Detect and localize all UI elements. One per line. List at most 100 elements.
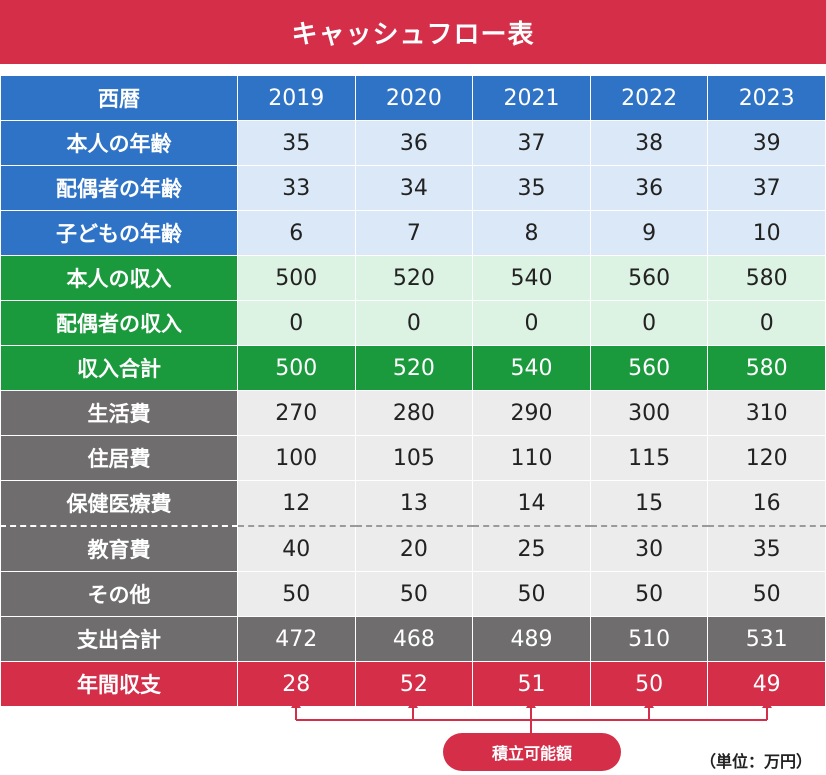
table-cell: 300	[589, 390, 709, 436]
arrow-head-icon	[408, 700, 418, 708]
table-cell: 580	[707, 255, 826, 301]
header-label: 西暦	[0, 75, 238, 121]
table-row: 本人の年齢 35 36 37 38 39	[0, 120, 826, 166]
table-cell: 49	[707, 661, 826, 707]
table-row: 住居費 100 105 110 115 120	[0, 435, 826, 481]
row-label: 住居費	[0, 435, 238, 481]
table-cell: 30	[589, 525, 709, 572]
table-cell: 50	[354, 571, 474, 617]
table-cell: 50	[589, 571, 709, 617]
table-cell: 35	[237, 120, 356, 166]
unit-note: （単位：万円）	[699, 752, 812, 771]
table-cell: 540	[472, 345, 591, 391]
page-title: キャッシュフロー表	[0, 0, 826, 64]
table-cell: 280	[354, 390, 474, 436]
table-cell: 120	[707, 435, 826, 481]
year-header: 2022	[589, 75, 709, 121]
table-cell: 500	[237, 345, 356, 391]
table-cell: 36	[354, 120, 474, 166]
row-label: 保健医療費	[0, 480, 238, 527]
table-row: 生活費 270 280 290 300 310	[0, 390, 826, 436]
row-label: その他	[0, 571, 238, 617]
row-label: 子どもの年齢	[0, 210, 238, 256]
table-row: 子どもの年齢 6 7 8 9 10	[0, 210, 826, 256]
table-cell: 13	[354, 480, 474, 527]
table-cell: 35	[707, 525, 826, 572]
arrow-head-icon	[644, 700, 654, 708]
row-label: 支出合計	[0, 616, 238, 662]
table-cell: 10	[707, 210, 826, 256]
savings-arrows	[291, 700, 772, 735]
table-row: 保健医療費 12 13 14 15 16	[0, 480, 826, 527]
table-cell: 20	[354, 525, 474, 572]
table-cell: 110	[472, 435, 591, 481]
table-cell: 50	[707, 571, 826, 617]
table-cell: 8	[472, 210, 591, 256]
table-cell: 50	[472, 571, 591, 617]
row-label: 本人の年齢	[0, 120, 238, 166]
table-cell: 34	[354, 165, 474, 211]
table-cell: 531	[707, 616, 826, 662]
table-cell: 40	[237, 525, 356, 572]
table-cell: 310	[707, 390, 826, 436]
cashflow-table: 西暦 2019 2020 2021 2022 2023 本人の年齢 35 36 …	[0, 75, 826, 707]
table-cell: 270	[237, 390, 356, 436]
table-cell: 520	[354, 255, 474, 301]
table-cell: 14	[472, 480, 591, 527]
table-cell: 520	[354, 345, 474, 391]
table-cell: 0	[707, 300, 826, 346]
table-cell: 0	[472, 300, 591, 346]
row-label: 生活費	[0, 390, 238, 436]
table-cell: 12	[237, 480, 356, 527]
table-cell: 25	[472, 525, 591, 572]
savings-label: 積立可能額	[443, 733, 621, 771]
table-row: 教育費 40 20 25 30 35	[0, 525, 826, 572]
table-cell: 500	[237, 255, 356, 301]
year-header: 2019	[237, 75, 356, 121]
table-cell: 33	[237, 165, 356, 211]
table-cell: 0	[237, 300, 356, 346]
table-cell: 115	[589, 435, 709, 481]
table-cell: 35	[472, 165, 591, 211]
table-cell: 50	[237, 571, 356, 617]
table-cell: 560	[589, 345, 709, 391]
table-cell: 38	[589, 120, 709, 166]
table-cell: 472	[237, 616, 356, 662]
table-cell: 6	[237, 210, 356, 256]
row-label: 本人の収入	[0, 255, 238, 301]
table-row: その他 50 50 50 50 50	[0, 571, 826, 617]
year-header: 2021	[472, 75, 591, 121]
table-row: 本人の収入 500 520 540 560 580	[0, 255, 826, 301]
table-header-row: 西暦 2019 2020 2021 2022 2023	[0, 75, 826, 121]
table-row: 配偶者の年齢 33 34 35 36 37	[0, 165, 826, 211]
arrow-head-icon	[526, 700, 536, 708]
table-cell: 0	[354, 300, 474, 346]
table-cell: 15	[589, 480, 709, 527]
table-cell: 36	[589, 165, 709, 211]
table-cell: 510	[589, 616, 709, 662]
year-header: 2023	[707, 75, 826, 121]
row-label: 教育費	[0, 525, 238, 572]
table-cell: 290	[472, 390, 591, 436]
table-cell: 468	[354, 616, 474, 662]
table-cell: 560	[589, 255, 709, 301]
row-label: 収入合計	[0, 345, 238, 391]
table-cell: 489	[472, 616, 591, 662]
table-cell: 9	[589, 210, 709, 256]
annual-balance-row: 年間収支 28 52 51 50 49	[0, 661, 826, 707]
table-cell: 37	[472, 120, 591, 166]
table-cell: 0	[589, 300, 709, 346]
table-cell: 51	[472, 661, 591, 707]
table-cell: 580	[707, 345, 826, 391]
table-cell: 540	[472, 255, 591, 301]
arrow-head-icon	[291, 700, 301, 708]
row-label: 年間収支	[0, 661, 238, 707]
table-cell: 105	[354, 435, 474, 481]
table-cell: 50	[589, 661, 709, 707]
table-cell: 39	[707, 120, 826, 166]
table-row: 配偶者の収入 0 0 0 0 0	[0, 300, 826, 346]
income-total-row: 収入合計 500 520 540 560 580	[0, 345, 826, 391]
table-cell: 100	[237, 435, 356, 481]
arrow-head-icon	[762, 700, 772, 708]
table-cell: 7	[354, 210, 474, 256]
